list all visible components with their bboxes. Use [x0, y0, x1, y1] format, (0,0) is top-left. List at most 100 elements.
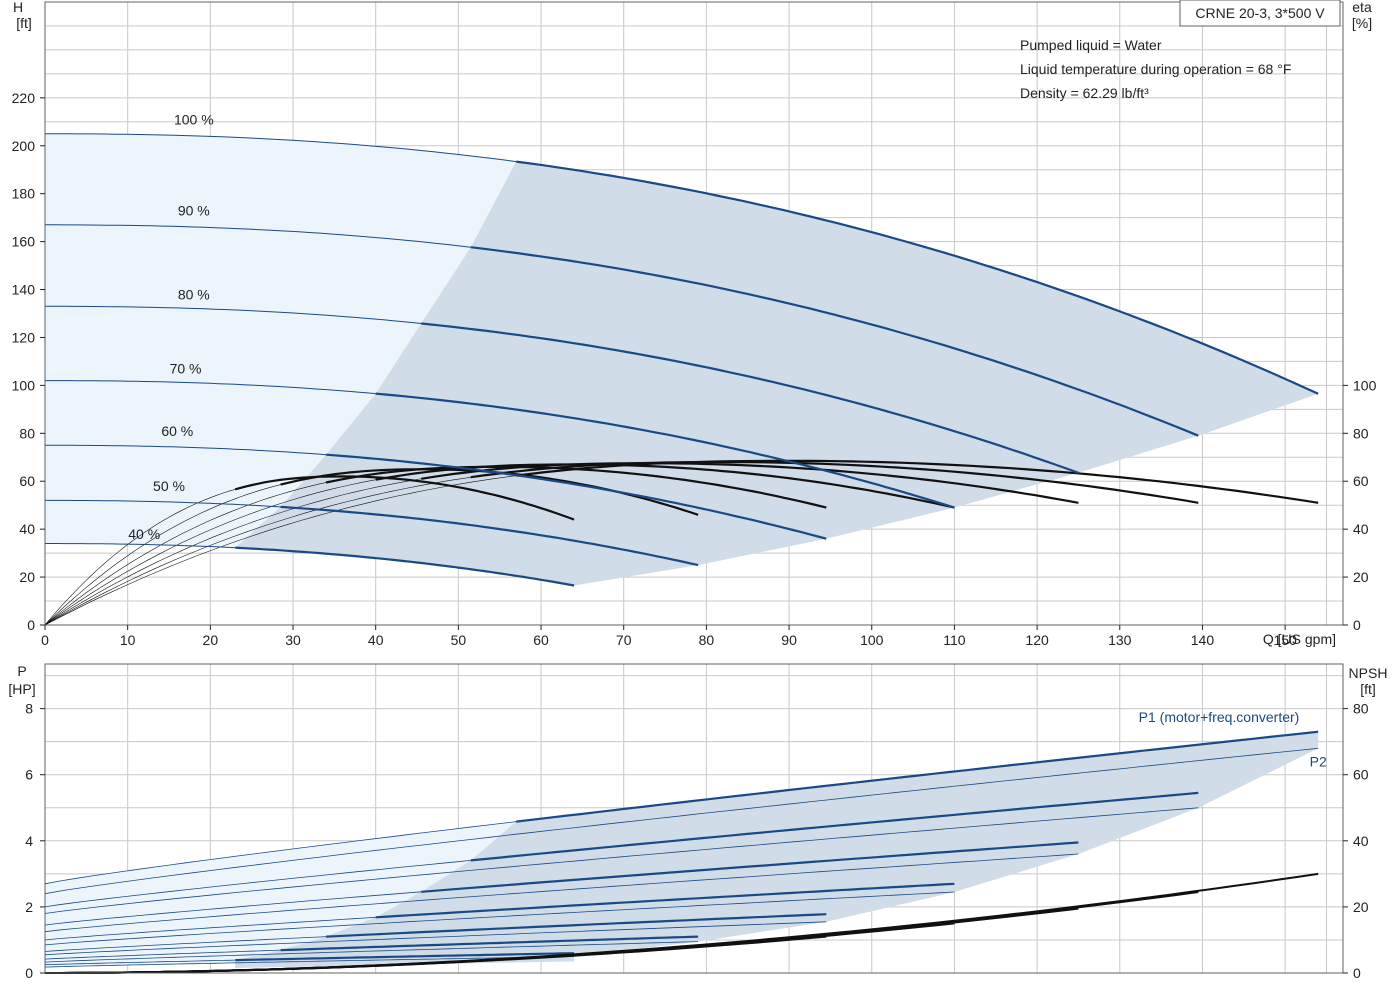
head-curve-50 — [280, 505, 699, 567]
speed-label-70: 70 % — [170, 361, 202, 377]
low-flow-area — [45, 133, 517, 548]
y-left-tick-label: 180 — [12, 186, 36, 202]
head-curve-thin-90 — [45, 224, 471, 248]
y-left-tick-label: 20 — [19, 569, 35, 585]
operating-areas — [45, 133, 1319, 586]
power-axis-label-line2: [HP] — [8, 681, 35, 697]
y-left-label-line2: [ft] — [16, 15, 32, 31]
y-left-tick-label: 40 — [19, 521, 35, 537]
y-left-tick-label: 0 — [27, 617, 35, 633]
pump-title-box — [1179, 0, 1341, 27]
p1-curve-thin-70 — [44, 916, 376, 941]
power-axis-label-line1: P — [17, 663, 26, 679]
head-efficiency-curves: 100 % 90 % 80 % 70 % 60 % 50 % 40 % — [44, 111, 1319, 626]
speed-label-80: 80 % — [178, 286, 210, 302]
npsh-axis-label-line2: [ft] — [1360, 681, 1376, 697]
note-density: Density = 62.29 lb/ft³ — [1020, 85, 1149, 101]
p1-curve-100 — [516, 730, 1319, 823]
y-left-tick-label: 140 — [12, 282, 36, 298]
head-curve-thin-70 — [45, 380, 376, 395]
x-tick-label: 70 — [616, 632, 632, 648]
p1-curve-thin-80 — [44, 891, 422, 926]
y-left-label-line1: H — [13, 0, 23, 15]
x-tick-label: 90 — [781, 632, 797, 648]
power-areas — [45, 731, 1319, 968]
y-left-tick-label: 80 — [19, 425, 35, 441]
x-tick-label: 0 — [41, 632, 49, 648]
head-curve-80 — [421, 322, 1079, 474]
power-tick-label: 0 — [25, 965, 33, 981]
y-left-tick-label: 60 — [19, 473, 35, 489]
y-left-tick-label: 220 — [12, 90, 36, 106]
x-tick-label: 130 — [1108, 632, 1132, 648]
speed-label-90: 90 % — [178, 202, 210, 218]
head-curve-thin-80 — [45, 305, 422, 324]
power-plot-frame — [44, 663, 1344, 974]
p2-curve-80 — [44, 853, 1079, 933]
head-curve-100 — [516, 160, 1319, 395]
p1-curve-60 — [326, 913, 827, 938]
head-curve-70 — [375, 392, 955, 509]
pump-title: CRNE 20-3, 3*500 V — [1195, 5, 1325, 21]
p2-curve-90 — [44, 807, 1199, 914]
x-tick-label: 100 — [860, 632, 884, 648]
y-left-tick-label: 100 — [12, 377, 36, 393]
x-tick-label: 110 — [943, 632, 966, 648]
npsh-tick-label: 20 — [1353, 899, 1369, 915]
p1-curve-thin-60 — [44, 936, 327, 952]
y-right-tick-label: 100 — [1353, 377, 1377, 393]
npsh-tick-label: 0 — [1353, 965, 1361, 981]
head-curve-thin-100 — [45, 133, 517, 163]
head-curve-thin-50 — [45, 499, 281, 508]
head-curve-thin-60 — [45, 444, 327, 456]
operating-area — [235, 161, 1319, 586]
npsh-tick-label: 80 — [1353, 701, 1369, 717]
p2-curve-70 — [44, 891, 955, 946]
p2-curve-100 — [44, 747, 1319, 895]
x-tick-label: 120 — [1025, 632, 1049, 648]
series-label-p2: P2 — [1310, 753, 1327, 769]
p1-curve-thin-40 — [44, 959, 236, 966]
head-efficiency-panel: 100 % 90 % 80 % 70 % 60 % 50 % 40 % 0 10 20 30 40 5… — [12, 0, 1377, 648]
speed-label-60: 60 % — [161, 423, 193, 439]
x-tick-label: 80 — [699, 632, 715, 648]
speed-label-50: 50 % — [153, 478, 185, 494]
p1-curve-80 — [421, 841, 1079, 893]
power-tick-label: 8 — [25, 701, 33, 717]
x-tick-label: 50 — [451, 632, 467, 648]
p1-curve-50 — [280, 935, 699, 952]
y-left-tick-label: 200 — [12, 138, 36, 154]
x-tick-label: 140 — [1191, 632, 1215, 648]
y-right-tick-label: 40 — [1353, 521, 1369, 537]
p1-curve-thin-100 — [44, 821, 517, 885]
speed-label-100: 100 % — [174, 111, 214, 127]
x-tick-label: 30 — [285, 632, 301, 648]
y-right-label-line1: eta — [1352, 0, 1372, 15]
head-curve-40 — [235, 546, 575, 587]
p1-curve-thin-90 — [44, 860, 471, 908]
head-curve-thin-40 — [45, 543, 236, 549]
x-tick-label: 150 — [1273, 632, 1297, 648]
p1-curve-90 — [470, 791, 1199, 862]
y-right-tick-label: 60 — [1353, 473, 1369, 489]
y-right-tick-label: 20 — [1353, 569, 1369, 585]
p2-curve-40 — [44, 956, 575, 968]
head-curve-90 — [470, 246, 1199, 437]
npsh-tick-label: 60 — [1353, 767, 1369, 783]
speed-label-40: 40 % — [128, 526, 160, 542]
head-plot-frame — [44, 1, 1344, 626]
efficiency-curve-40 — [234, 475, 575, 521]
x-tick-label: 20 — [203, 632, 219, 648]
head-curve-60 — [326, 453, 827, 540]
x-axis-label: Q [US gpm] — [1263, 631, 1336, 647]
p1-curve-thin-50 — [44, 949, 281, 960]
x-tick-label: 10 — [120, 632, 136, 648]
p2-curve-50 — [44, 941, 699, 963]
series-label-p1: P1 (motor+freq.converter) — [1139, 709, 1300, 725]
y-right-label-line2: [%] — [1352, 15, 1372, 31]
y-left-tick-label: 120 — [12, 329, 36, 345]
note-liquid-temperature: Liquid temperature during operation = 68… — [1020, 61, 1291, 77]
p1-curve-40 — [235, 952, 575, 962]
